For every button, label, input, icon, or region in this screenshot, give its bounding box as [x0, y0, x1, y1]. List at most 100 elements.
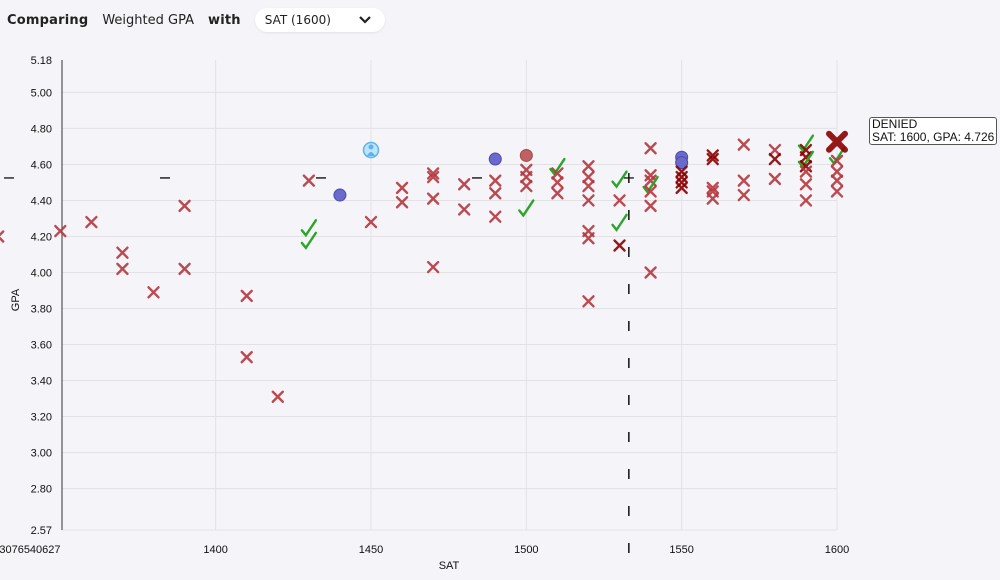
denied-x-mark [582, 170, 595, 184]
denied-x-mark [830, 165, 844, 178]
y-tick-label: 2.80 [31, 484, 52, 496]
denied-x-mark [706, 152, 719, 166]
with-label: with [207, 12, 241, 28]
denied-x-mark [520, 179, 533, 193]
denied-x-mark [489, 187, 502, 200]
accepted-check-mark [300, 219, 318, 238]
denied-x-mark [768, 172, 782, 186]
y-tick-label: 2.57 [31, 525, 52, 537]
y-tick-label: 3.00 [31, 448, 52, 460]
denied-x-mark [395, 181, 409, 195]
denied-x-mark [489, 174, 502, 187]
denied-x-mark [799, 165, 813, 178]
denied-x-mark [178, 199, 191, 213]
denied-x-mark [644, 185, 657, 198]
y-axis-label: GPA [10, 288, 22, 311]
denied-x-mark [551, 187, 564, 200]
denied-x-mark [737, 188, 750, 202]
denied-x-mark [240, 289, 253, 303]
denied-x-mark [830, 174, 844, 187]
denied-x-mark [395, 196, 409, 209]
denied-x-mark [826, 130, 848, 153]
denied-x-mark [457, 203, 471, 216]
denied-x-mark [644, 199, 657, 213]
accepted-check-mark [611, 213, 628, 232]
y-tick-label: 5.00 [31, 87, 52, 99]
blue-circle-point [488, 152, 502, 166]
x-tick-label: 1400 [203, 544, 227, 556]
denied-x-mark [737, 174, 750, 187]
denied-x-mark [426, 170, 440, 184]
accepted-check-mark [549, 157, 566, 177]
denied-x-mark [582, 295, 595, 308]
denied-x-mark [551, 167, 564, 180]
denied-x-mark [271, 390, 284, 403]
x-tick-label: 1350.5433076540627 [0, 544, 61, 556]
denied-x-mark [706, 149, 719, 162]
denied-x-mark [520, 170, 533, 184]
x-tick-label: 1550 [669, 544, 693, 556]
y-tick-label: 5.18 [31, 55, 52, 67]
y-tick-label: 4.80 [31, 123, 52, 135]
accepted-check-mark [797, 150, 815, 169]
y-tick-label: 3.60 [31, 340, 52, 352]
compare-metric-select[interactable]: SAT (1600) [254, 8, 385, 32]
tooltip-status: DENIED [872, 117, 918, 131]
denied-x-mark [551, 176, 564, 189]
denied-x-mark [768, 152, 782, 166]
denied-x-mark [644, 266, 657, 279]
denied-x-mark [489, 210, 502, 223]
denied-x-mark [582, 160, 595, 173]
denied-x-mark [675, 181, 688, 195]
denied-x-mark [457, 178, 471, 191]
denied-x-mark [426, 167, 440, 180]
y-tick-label: 4.00 [31, 267, 52, 279]
denied-x-mark [426, 192, 440, 205]
denied-x-mark [364, 215, 378, 229]
x-tick-label: 1500 [514, 544, 538, 556]
denied-x-mark [613, 194, 626, 207]
accepted-check-mark [300, 231, 318, 250]
denied-x-mark [706, 181, 719, 195]
denied-x-mark [706, 192, 719, 205]
denied-x-mark [85, 215, 98, 229]
blue-circle-point [675, 156, 689, 170]
you-person-icon [362, 141, 380, 159]
denied-x-mark [799, 194, 813, 207]
denied-x-mark [582, 179, 595, 193]
denied-x-mark [644, 142, 657, 155]
denied-x-mark [768, 143, 782, 157]
metric-label: Weighted GPA [102, 12, 194, 28]
chevron-down-icon [358, 16, 371, 24]
tooltip-detail: SAT: 1600, GPA: 4.726 [872, 130, 995, 144]
x-axis-label: SAT [439, 560, 460, 572]
y-tick-label: 4.20 [31, 231, 52, 243]
accepted-check-mark [797, 134, 815, 153]
y-tick-label: 4.40 [31, 195, 52, 207]
denied-x-mark [582, 194, 595, 207]
denied-x-mark [178, 262, 191, 276]
denied-x-mark [799, 151, 813, 164]
point-tooltip: DENIED SAT: 1600, GPA: 4.726 [869, 117, 998, 145]
denied-x-mark [799, 178, 813, 191]
accepted-check-mark [642, 175, 659, 195]
y-tick-label: 3.20 [31, 412, 52, 424]
denied-x-mark [240, 350, 253, 364]
denied-x-mark [582, 232, 595, 245]
denied-x-mark [116, 246, 129, 259]
red-circle-point [519, 148, 533, 162]
denied-x-mark [737, 138, 750, 151]
y-tick-label: 4.60 [31, 159, 52, 171]
accepted-check-mark [518, 199, 535, 218]
accepted-check-mark [611, 170, 628, 189]
denied-x-mark [0, 230, 5, 243]
blue-circle-point [333, 188, 347, 202]
denied-x-mark [302, 174, 316, 187]
comparing-label: Comparing [7, 12, 89, 28]
comparison-header: Comparing Weighted GPA with SAT (1600) [7, 8, 385, 32]
denied-x-mark [54, 224, 67, 238]
x-tick-label: 1450 [359, 544, 383, 556]
y-tick-label: 3.40 [31, 376, 52, 388]
denied-x-mark [426, 260, 440, 274]
